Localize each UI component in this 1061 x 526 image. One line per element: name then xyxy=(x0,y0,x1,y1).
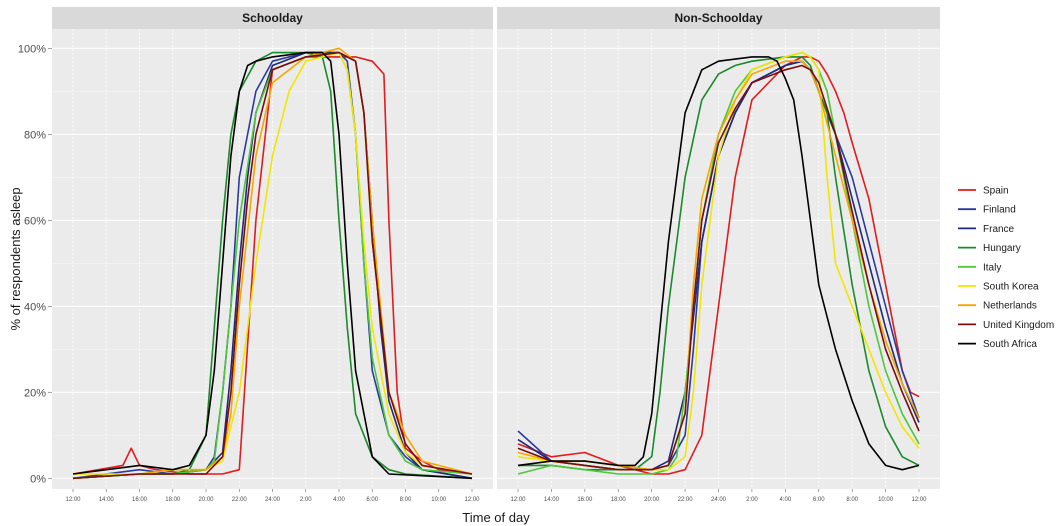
x-tick-label: 12:00 xyxy=(65,497,81,503)
y-tick-label: 100% xyxy=(18,43,46,55)
x-tick-label: 8:00 xyxy=(846,497,858,503)
y-tick-label: 60% xyxy=(24,215,46,227)
series-line-united-kingdom xyxy=(72,51,473,480)
grid-schoolday xyxy=(52,29,493,489)
x-tick-label: 20:00 xyxy=(644,497,660,503)
y-axis-ticks: 0% 20% 40% 60% 80% 100% xyxy=(18,43,52,485)
x-tick-label: 6:00 xyxy=(366,497,378,503)
legend-label: France xyxy=(983,224,1015,235)
strip-schoolday xyxy=(52,7,493,29)
legend: Spain Finland France Hungary Italy South Kore… xyxy=(958,186,1054,350)
y-tick-label: 40% xyxy=(24,301,46,313)
x-tick-label: 12:00 xyxy=(464,497,480,503)
x-tick-label: 2:00 xyxy=(300,497,312,503)
y-tick-label: 20% xyxy=(24,387,46,399)
x-tick-label: 2:00 xyxy=(746,497,758,503)
series-line-united-kingdom xyxy=(517,64,920,471)
x-tick-label: 12:00 xyxy=(911,497,927,503)
x-tick-label: 10:00 xyxy=(431,497,447,503)
legend-label: Finland xyxy=(983,205,1016,216)
x-ticks-non-schoolday: 12:00 14:00 16:00 18:00 20:00 22:00 24:00 2:00 4… xyxy=(510,489,927,503)
x-tick-label: 14:00 xyxy=(544,497,560,503)
series-line-south-africa xyxy=(72,51,473,480)
x-tick-label: 20:00 xyxy=(198,497,214,503)
x-tick-label: 18:00 xyxy=(611,497,627,503)
y-axis-title: % of respondents asleep xyxy=(8,187,23,330)
lines-non-schoolday xyxy=(517,51,920,475)
x-ticks-schoolday: 12:00 14:00 16:00 18:00 20:00 22:00 24:00 2:00 4… xyxy=(65,489,480,503)
x-tick-label: 24:00 xyxy=(711,497,727,503)
x-tick-label: 14:00 xyxy=(99,497,115,503)
x-axis-title: Time of day xyxy=(462,510,530,525)
series-line-hungary xyxy=(72,51,473,480)
x-tick-label: 16:00 xyxy=(577,497,593,503)
x-tick-label: 22:00 xyxy=(232,497,248,503)
x-tick-label: 16:00 xyxy=(132,497,148,503)
lines-schoolday xyxy=(72,47,473,480)
x-tick-label: 22:00 xyxy=(678,497,694,503)
x-tick-label: 24:00 xyxy=(265,497,281,503)
legend-label: Hungary xyxy=(983,243,1021,254)
series-line-south-africa xyxy=(517,56,920,471)
y-tick-label: 80% xyxy=(24,129,46,141)
legend-label: South Korea xyxy=(983,282,1039,293)
legend-label: United Kingdom xyxy=(983,320,1054,331)
y-tick-label: 0% xyxy=(30,473,46,485)
x-tick-label: 4:00 xyxy=(779,497,791,503)
legend-label: South Africa xyxy=(983,339,1037,350)
x-tick-label: 10:00 xyxy=(878,497,894,503)
series-line-netherlands xyxy=(517,60,920,471)
panel-non-schoolday: Non-Schoolday 12:00 14:00 16:00 18:00 20:00 2… xyxy=(497,7,940,503)
strip-non-schoolday xyxy=(497,7,940,29)
x-tick-label: 8:00 xyxy=(400,497,412,503)
panel-title-schoolday: Schoolday xyxy=(242,11,303,25)
x-tick-label: 12:00 xyxy=(510,497,526,503)
legend-label: Spain xyxy=(983,186,1009,197)
x-tick-label: 6:00 xyxy=(813,497,825,503)
panel-schoolday: Schoolday 12:00 14:00 16:00 18:00 20:00 22:00… xyxy=(52,7,493,503)
legend-label: Netherlands xyxy=(983,301,1037,312)
x-tick-label: 18:00 xyxy=(165,497,181,503)
panel-title-non-schoolday: Non-Schoolday xyxy=(674,11,762,25)
x-tick-label: 4:00 xyxy=(333,497,345,503)
legend-label: Italy xyxy=(983,262,1001,273)
grid-non-schoolday xyxy=(497,29,940,489)
